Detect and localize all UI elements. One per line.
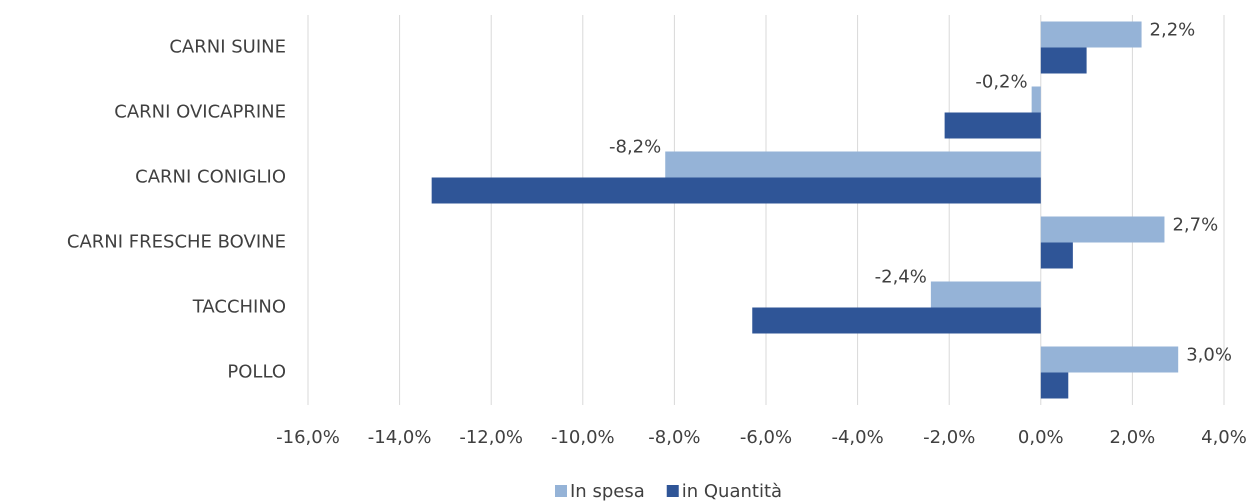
data-label: -2,4% [875,267,927,288]
bar [1040,216,1165,243]
data-label: 2,2% [1150,20,1196,41]
data-label: 3,0% [1186,345,1232,366]
x-tick-label: 0,0% [1018,427,1064,448]
legend-swatch [666,485,679,497]
bar [1040,242,1073,269]
x-tick-label: -14,0% [368,427,432,448]
bar [1040,47,1087,74]
y-tick-label: TACCHINO [192,297,286,318]
data-label: 2,7% [1172,215,1218,236]
bar [944,112,1041,139]
legend-label: in Quantità [682,481,782,502]
bar [665,151,1041,178]
legend-label: In spesa [570,481,645,502]
x-tick-label: -10,0% [551,427,615,448]
x-tick-label: -12,0% [459,427,523,448]
bar [1040,21,1142,48]
data-label: -8,2% [609,137,661,158]
y-tick-label: POLLO [227,362,286,383]
x-tick-label: -4,0% [831,427,883,448]
data-label: -0,2% [975,72,1027,93]
y-tick-label: CARNI OVICAPRINE [114,102,286,123]
bar [752,307,1041,334]
y-tick-label: CARNI CONIGLIO [135,167,286,188]
bar [930,281,1041,308]
x-tick-label: -2,0% [923,427,975,448]
x-tick-label: -8,0% [648,427,700,448]
x-tick-label: 4,0% [1201,427,1247,448]
x-tick-label: -6,0% [740,427,792,448]
x-tick-label: -16,0% [276,427,340,448]
bar [1040,346,1179,373]
legend-swatch [555,485,567,497]
bar [1040,372,1069,399]
y-tick-label: CARNI FRESCHE BOVINE [67,232,286,253]
bar [431,177,1041,204]
bar [1031,86,1041,113]
y-tick-label: CARNI SUINE [169,37,286,58]
x-tick-label: 2,0% [1110,427,1156,448]
